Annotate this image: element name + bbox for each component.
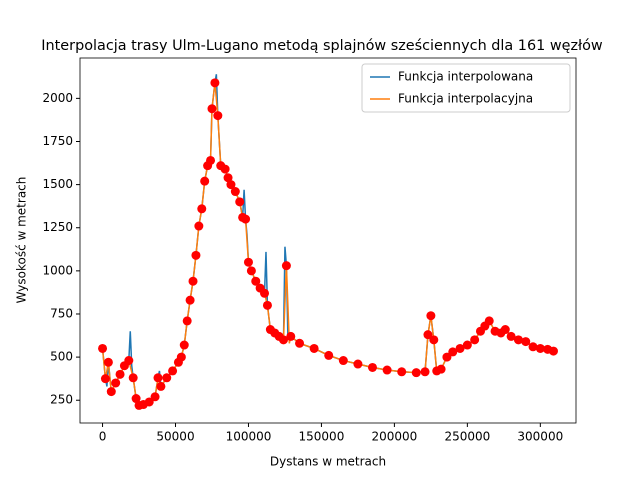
node: [470, 335, 480, 345]
node: [353, 359, 363, 369]
node: [213, 111, 223, 121]
node: [251, 276, 261, 286]
x-axis-label: Dystans w metrach: [270, 455, 386, 469]
node: [420, 367, 430, 377]
y-tick-label: 1500: [42, 177, 73, 191]
node: [235, 197, 245, 207]
node: [535, 343, 545, 353]
node: [462, 340, 472, 350]
node: [309, 343, 319, 353]
node: [411, 368, 421, 378]
node: [324, 350, 334, 360]
node: [223, 173, 233, 183]
node: [103, 357, 113, 367]
node: [241, 214, 251, 224]
node: [260, 288, 270, 298]
node: [226, 180, 236, 190]
y-tick-label: 250: [50, 393, 73, 407]
node: [191, 250, 201, 260]
node: [131, 394, 141, 404]
node: [197, 204, 207, 214]
node: [426, 311, 436, 321]
node: [338, 356, 348, 366]
node: [455, 343, 465, 353]
node: [115, 369, 125, 379]
y-tick-label: 1000: [42, 263, 73, 277]
node: [185, 295, 195, 305]
node: [182, 316, 192, 326]
node: [246, 266, 256, 276]
legend: [361, 63, 571, 113]
plot-frame: [79, 57, 577, 424]
node: [200, 176, 210, 186]
x-tick-label: 150000: [299, 430, 345, 444]
node: [506, 331, 516, 341]
node: [243, 257, 253, 267]
node: [484, 316, 494, 326]
node: [124, 356, 134, 366]
node: [429, 335, 439, 345]
node: [295, 338, 305, 348]
x-tick-label: 200000: [371, 430, 417, 444]
x-tick-label: 0: [99, 430, 107, 444]
node: [513, 335, 523, 345]
chart-title: Interpolacja trasy Ulm-Lugano metodą spl…: [41, 38, 603, 54]
legend-label: Funkcja interpolacyjna: [398, 92, 533, 106]
y-tick-label: 1750: [42, 134, 73, 148]
node: [521, 337, 531, 347]
node: [106, 387, 116, 397]
node: [206, 155, 216, 165]
node: [100, 374, 110, 384]
y-tick-label: 2000: [42, 91, 73, 105]
x-tick-label: 50000: [156, 430, 194, 444]
node: [281, 261, 291, 271]
node: [368, 362, 378, 372]
node: [98, 343, 108, 353]
node: [262, 300, 272, 310]
x-tick-label: 100000: [226, 430, 272, 444]
node: [207, 104, 217, 114]
x-tick-label: 300000: [517, 430, 563, 444]
node: [194, 221, 204, 231]
node: [500, 325, 510, 335]
node: [286, 331, 296, 341]
node: [168, 366, 178, 376]
node: [176, 352, 186, 362]
node: [179, 340, 189, 350]
node: [188, 276, 198, 286]
node: [153, 373, 163, 383]
y-tick-label: 750: [50, 306, 73, 320]
node: [230, 187, 240, 197]
node: [150, 392, 160, 402]
node: [382, 365, 392, 375]
node: [397, 367, 407, 377]
node: [156, 381, 166, 391]
node: [548, 346, 558, 356]
node: [423, 330, 433, 340]
node: [210, 78, 220, 88]
node: [144, 397, 154, 407]
node: [220, 164, 230, 174]
y-tick-label: 1250: [42, 220, 73, 234]
node: [442, 352, 452, 362]
node: [128, 373, 138, 383]
node: [436, 364, 446, 374]
node: [278, 335, 288, 345]
node: [162, 373, 172, 383]
y-tick-label: 500: [50, 350, 73, 364]
node: [111, 378, 121, 388]
x-tick-label: 250000: [444, 430, 490, 444]
node: [528, 342, 538, 352]
legend-label: Funkcja interpolowana: [398, 70, 533, 84]
node: [448, 347, 458, 357]
y-axis-label: Wysokość w metrach: [15, 177, 29, 304]
